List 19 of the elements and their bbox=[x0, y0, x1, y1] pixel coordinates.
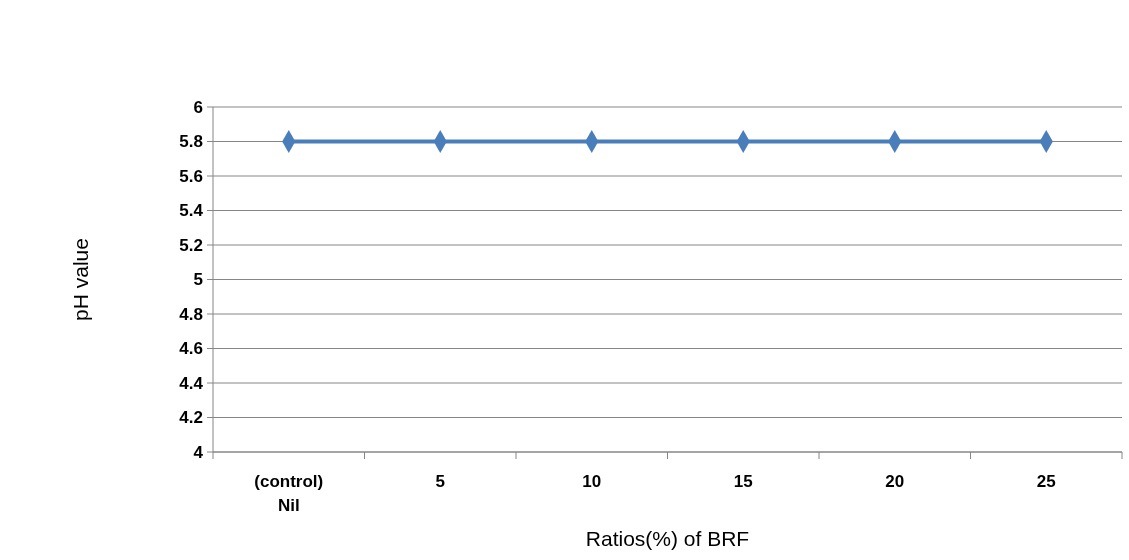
y-tick-label: 5.6 bbox=[179, 166, 203, 186]
x-tick-label: 10 bbox=[582, 472, 602, 491]
y-tick-label: 5.4 bbox=[179, 201, 204, 221]
y-axis-title: pH value bbox=[69, 238, 92, 321]
x-tick-label: 15 bbox=[733, 472, 753, 491]
y-tick-label: 4.2 bbox=[179, 408, 203, 428]
x-tick-label: (control) Nil bbox=[254, 472, 324, 515]
x-axis-title: Ratios(%) of BRF bbox=[585, 527, 750, 550]
y-tick-label: 5 bbox=[193, 270, 203, 290]
y-tick-label: 4.8 bbox=[179, 304, 203, 324]
y-tick-label: 6 bbox=[193, 97, 203, 117]
y-tick-label: 4.6 bbox=[179, 339, 203, 359]
y-tick-label: 5.2 bbox=[179, 235, 203, 255]
x-tick-label: 20 bbox=[885, 472, 905, 491]
y-tick-label: 4 bbox=[193, 442, 204, 462]
y-tick-label: 4.4 bbox=[179, 373, 204, 393]
y-tick-label: 5.8 bbox=[179, 132, 203, 152]
x-tick-label: 5 bbox=[435, 472, 445, 491]
x-tick-label: 25 bbox=[1036, 472, 1056, 491]
